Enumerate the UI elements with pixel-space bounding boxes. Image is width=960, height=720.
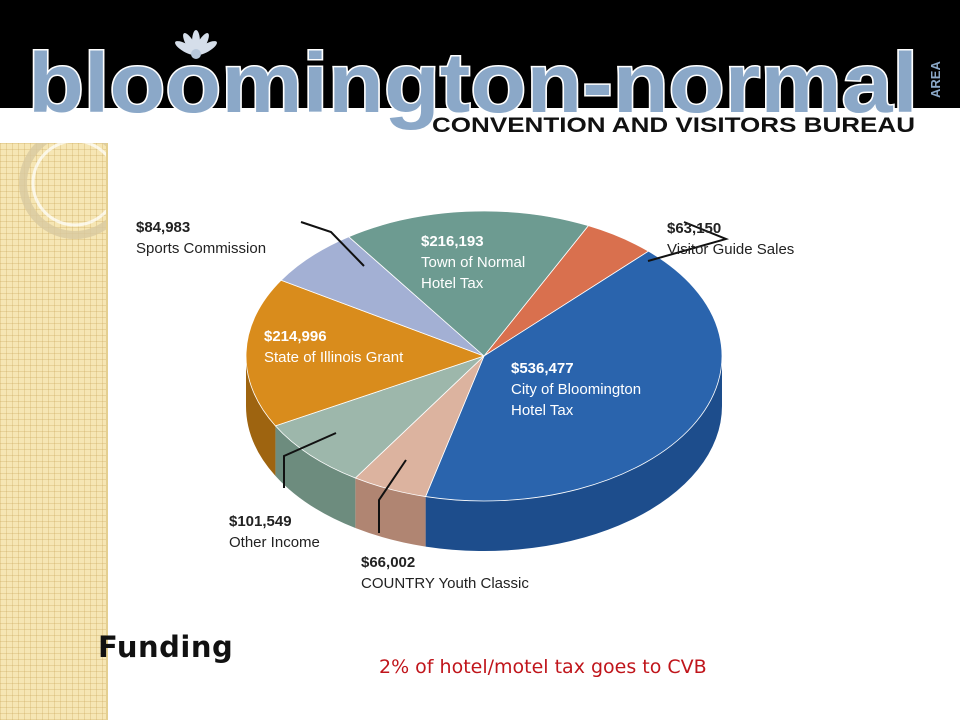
leader-line-2 [378, 459, 407, 533]
leader-line-3 [283, 432, 337, 488]
logo: bloomington-normal AREA CONVENTION AND V… [0, 0, 960, 143]
leader-line-group [283, 221, 730, 533]
slice-value-label-0: $63,150 [667, 220, 721, 237]
pie-slice-3 [274, 355, 485, 479]
slice-value-label-1: $536,477 [511, 360, 574, 377]
pie-side-4-0 [246, 356, 276, 476]
slide-title: Funding [98, 630, 234, 664]
slice-value-label-3: $101,549 [229, 513, 292, 530]
slice-name-label-6-1: Hotel Tax [421, 275, 484, 292]
slice-value-label-4: $214,996 [264, 328, 327, 345]
pie-side-2-0 [355, 477, 426, 547]
slice-name-label-1-0: City of Bloomington [511, 381, 641, 398]
footnote: 2% of hotel/motel tax goes to CVB [379, 656, 707, 678]
slice-name-label-4-0: State of Illinois Grant [264, 349, 404, 366]
flower-icon [175, 30, 217, 59]
logo-area-text: AREA [928, 61, 943, 98]
pie-slice-4 [245, 279, 486, 427]
decorative-side-strip [0, 143, 108, 720]
logo-tagline: CONVENTION AND VISITORS BUREAU [432, 114, 915, 137]
slice-name-label-1-1: Hotel Tax [511, 402, 574, 419]
slice-name-label-2-0: COUNTRY Youth Classic [361, 575, 529, 592]
label-group: $63,150 Visitor Guide Sales $536,477 City o… [136, 219, 794, 592]
pie-chart: $63,150 Visitor Guide Sales $536,477 City o… [136, 210, 794, 592]
chart-panel: $63,150 Visitor Guide Sales $536,477 City o… [136, 143, 816, 618]
slice-name-label-0-0: Visitor Guide Sales [667, 241, 794, 258]
slice-name-label-6-0: Town of Normal [421, 254, 525, 271]
slice-value-label-2: $66,002 [361, 554, 415, 571]
pie-side-1-0 [425, 356, 722, 551]
slice-name-label-5-0: Sports Commission [136, 240, 266, 257]
pie-slice-6 [347, 210, 590, 357]
slice-name-label-3-0: Other Income [229, 534, 320, 551]
slice-value-label-5: $84,983 [136, 219, 190, 236]
ring-ornament [19, 143, 106, 239]
slice-value-label-6: $216,193 [421, 233, 484, 250]
leader-line-5 [300, 221, 365, 267]
pie-slice-1 [425, 250, 723, 502]
pie-top-group [245, 210, 723, 502]
pie-side-group [246, 356, 722, 551]
leader-line-0 [647, 221, 730, 262]
logo-wordmark: bloomington-normal [28, 36, 918, 130]
